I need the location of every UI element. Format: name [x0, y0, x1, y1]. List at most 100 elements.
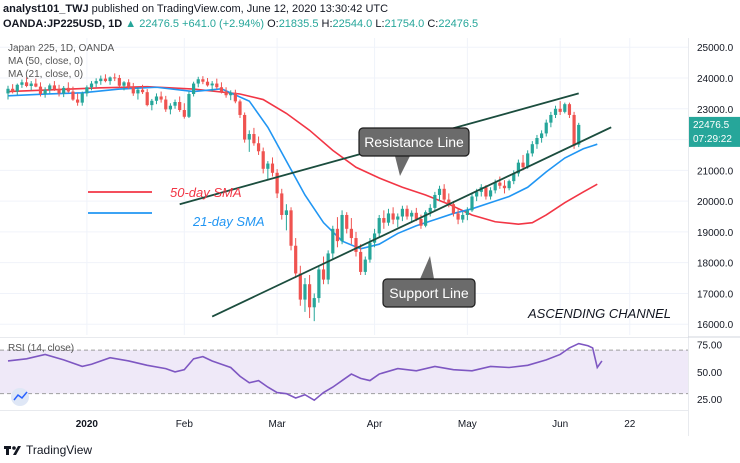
tradingview-logo-icon [4, 446, 21, 455]
candle [122, 81, 126, 91]
candle-body [540, 133, 544, 139]
candle [289, 207, 293, 251]
rsi-pane[interactable]: RSI (14, close) [0, 337, 688, 410]
candle-body [145, 92, 149, 106]
candle-body [219, 87, 224, 92]
candle [113, 73, 117, 82]
candle [80, 91, 84, 106]
time-tick-label: 2020 [76, 419, 99, 430]
candle [29, 81, 33, 91]
candle [210, 81, 214, 92]
candle-body [345, 214, 349, 229]
candle [229, 90, 233, 101]
candle [48, 83, 52, 94]
candle [303, 278, 307, 312]
close-label: C: [427, 18, 439, 30]
candle [243, 112, 247, 143]
candle-body [168, 105, 172, 110]
candle-body [182, 110, 186, 117]
candle-body [85, 87, 89, 94]
candle [363, 256, 367, 275]
candle [275, 169, 279, 199]
candle-body [173, 102, 177, 106]
candle [117, 74, 121, 88]
symbol: OANDA:JP225USD, 1D [3, 18, 123, 30]
candle-body [424, 212, 428, 226]
candle-body [382, 218, 386, 223]
candle-body [66, 87, 70, 92]
candle-body [442, 188, 446, 200]
candle [62, 86, 66, 98]
resistance-callout-box [358, 127, 470, 157]
time-tick-label: Feb [176, 419, 194, 430]
candle-body [57, 89, 61, 94]
candle-body [38, 86, 43, 95]
candle-body [414, 212, 418, 219]
candle-body [372, 233, 377, 243]
candle-body [433, 194, 437, 208]
candle [540, 130, 544, 143]
candle [85, 85, 89, 97]
resistance-callout-pointer [395, 156, 410, 176]
candle [280, 188, 284, 220]
low-value: 21754.0 [384, 18, 425, 30]
candle [284, 204, 288, 231]
support-callout: Support Line [382, 256, 476, 308]
candle-body [294, 245, 298, 274]
candle [219, 82, 224, 94]
sma21-annotation: 21-day SMA [192, 214, 265, 229]
candle-body [368, 242, 372, 260]
candle [247, 130, 251, 152]
candle [127, 79, 131, 90]
candle [108, 76, 112, 85]
candle [516, 159, 520, 177]
time-tick-label: Apr [367, 419, 383, 430]
price-chart[interactable]: 50-day SMA 21-day SMA Resistance Line Suppo… [0, 38, 688, 335]
candle [270, 157, 275, 177]
candle [507, 179, 511, 191]
candle [312, 293, 316, 322]
candle-body [233, 92, 237, 102]
candle-body [136, 89, 140, 94]
candle [521, 154, 525, 171]
candle-body [530, 144, 534, 154]
candle [558, 101, 562, 115]
candle [164, 95, 168, 112]
candle [57, 84, 61, 97]
price-axis[interactable]: 16000.0 17000.0 18000.0 19000.0 20000.0 21000… [688, 38, 740, 436]
up-arrow-icon: ▲ [125, 18, 137, 30]
candle [140, 84, 145, 95]
candle-body [252, 134, 256, 144]
candle [233, 89, 237, 104]
candle-body [238, 101, 242, 115]
candle-body [140, 89, 145, 93]
corner-icon-glyph [13, 391, 28, 401]
candle-body [512, 173, 516, 182]
candle [178, 96, 182, 112]
price-tick-label: 19000.0 [697, 228, 734, 239]
candle [38, 82, 43, 97]
candle-body [321, 269, 326, 280]
candle-body [284, 210, 288, 215]
candle-body [24, 82, 29, 87]
candle-body [20, 82, 24, 85]
time-axis[interactable]: 2020 Feb Mar Apr May Jun 22 [0, 410, 688, 436]
price-change: +641.0 (+2.94%) [182, 18, 264, 30]
candle [461, 211, 465, 223]
candle [377, 214, 381, 237]
candle [201, 76, 205, 85]
candle-body [410, 212, 414, 217]
candle-body [526, 153, 530, 168]
tradingview-brand[interactable]: TradingView [4, 440, 92, 460]
author-name[interactable]: analyst101_TWJ [3, 3, 89, 15]
candle [308, 274, 312, 319]
candle-body [62, 87, 66, 94]
candle-body [15, 84, 19, 92]
candle-body [298, 273, 302, 300]
candle-body [261, 151, 265, 169]
candle-body [428, 207, 432, 213]
candle-body [386, 213, 391, 223]
candle-body [312, 298, 316, 308]
candle-body [6, 88, 10, 94]
candle-body [577, 124, 581, 145]
